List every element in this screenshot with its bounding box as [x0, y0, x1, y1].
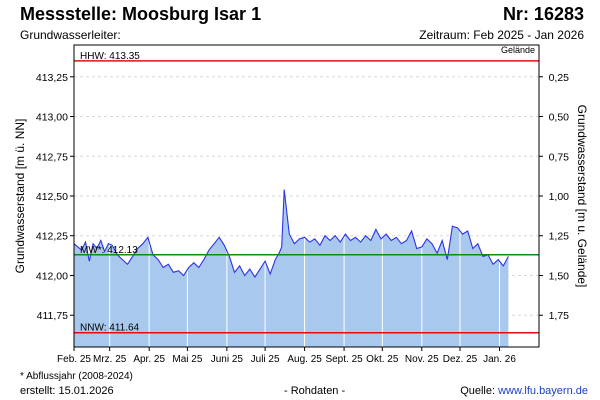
- x-tick-label: Okt. 25: [366, 354, 399, 365]
- right-tick-label: 1,25: [549, 231, 570, 243]
- x-tick-label: Sept. 25: [325, 354, 363, 365]
- reference-label: NNW: 411.64: [80, 323, 140, 334]
- created-date: erstellt: 15.01.2026: [20, 385, 114, 397]
- right-tick-label: 0,50: [549, 112, 570, 124]
- x-tick-label: Nov. 25: [405, 354, 439, 365]
- y-axis-label-left: Grundwasserstand [m ü. NN]: [13, 119, 27, 274]
- x-tick-label: Feb. 25: [57, 354, 91, 365]
- reference-lines: HHW: 413.35 MW*: 412.13 NNW: 411.64: [74, 51, 539, 334]
- y-axis-label-right: Grundwasserstand [m u. Gelände]: [575, 105, 589, 288]
- aquifer-label: Grundwasserleiter:: [20, 28, 121, 42]
- y-tick-label: 412,25: [36, 231, 68, 243]
- period-label: Zeitraum: Feb 2025 - Jan 2026: [419, 28, 584, 42]
- x-tick-label: Juli 25: [251, 354, 280, 365]
- source-label: Quelle:: [460, 385, 496, 397]
- right-tick-label: 1,00: [549, 191, 570, 203]
- y-tick-label: 413,00: [36, 112, 68, 124]
- left-axis: 411,75 412,00 412,25 412,50 412,75 413,00 413,…: [36, 72, 74, 322]
- right-tick-label: 1,50: [549, 270, 570, 282]
- y-tick-label: 413,25: [36, 72, 68, 84]
- x-tick-label: Mrz. 25: [93, 354, 127, 365]
- x-tick-label: Jan. 26: [483, 354, 516, 365]
- y-tick-label: 412,50: [36, 191, 68, 203]
- right-tick-label: 1,75: [549, 310, 570, 322]
- water-level-area: [74, 189, 509, 347]
- water-level-line: [73, 189, 509, 279]
- y-tick-label: 412,75: [36, 151, 68, 163]
- station-number: Nr: 16283: [502, 4, 584, 24]
- reference-label: HHW: 413.35: [80, 51, 140, 62]
- right-axis: 1,75 1,50 1,25 1,00 0,75 0,50 0,25: [539, 72, 569, 322]
- right-tick-label: 0,25: [549, 72, 570, 84]
- right-tick-label: 0,75: [549, 151, 570, 163]
- x-tick-label: Mai 25: [172, 354, 202, 365]
- source: Quelle: www.lfu.bayern.de: [460, 385, 588, 397]
- right-axis-top-label: Gelände: [501, 45, 535, 55]
- reference-label: MW*: 412.13: [80, 245, 138, 256]
- x-tick-label: Aug. 25: [287, 354, 322, 365]
- x-tick-label: Juni 25: [211, 354, 244, 365]
- month-lines: [109, 45, 501, 347]
- footnote: * Abflussjahr (2008-2024): [20, 371, 133, 382]
- x-tick-label: Apr. 25: [133, 354, 165, 365]
- y-tick-label: 411,75: [37, 310, 68, 322]
- x-axis: Feb. 25 Mrz. 25 Apr. 25 Mai 25 Juni 25 Juli 2…: [57, 347, 516, 365]
- source-link[interactable]: www.lfu.bayern.de: [498, 385, 588, 397]
- x-tick-label: Dez. 25: [443, 354, 478, 365]
- raw-data-note: - Rohdaten -: [284, 385, 346, 397]
- y-tick-label: 412,00: [36, 270, 68, 282]
- page-title: Messstelle: Moosburg Isar 1: [20, 4, 262, 24]
